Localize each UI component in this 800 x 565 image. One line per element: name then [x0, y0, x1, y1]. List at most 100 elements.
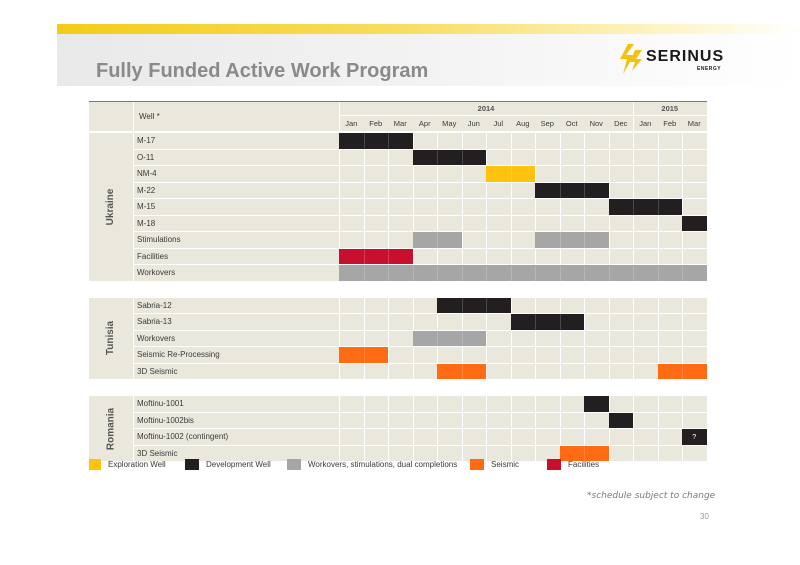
grid-line — [461, 396, 463, 412]
grid-line — [412, 297, 414, 313]
grid-line — [363, 445, 365, 461]
grid-line — [339, 363, 340, 379]
grid-line — [363, 429, 365, 445]
bar-month-divider — [633, 265, 634, 281]
country-label-tunisia: Tunisia — [105, 321, 116, 356]
grid-line — [682, 445, 683, 461]
grid-line — [608, 363, 610, 379]
grid-line — [486, 314, 487, 330]
country-cell — [89, 396, 133, 461]
bar-month-divider — [363, 347, 365, 363]
grid-line — [363, 199, 365, 215]
grid-line — [486, 149, 487, 165]
grid-line — [633, 330, 634, 346]
logo-wordmark: SERINUS — [646, 48, 725, 65]
grid-line — [559, 396, 561, 412]
grid-line — [339, 429, 340, 445]
table-row — [134, 199, 707, 215]
bar-month-divider — [461, 330, 463, 346]
bar-month-divider — [461, 265, 463, 281]
bar-month-divider — [657, 265, 659, 281]
grid-line — [608, 330, 610, 346]
grid-line — [510, 330, 512, 346]
grid-line — [633, 314, 634, 330]
grid-line — [584, 330, 585, 346]
grid-line — [682, 133, 683, 149]
legend-label: Exploration Well — [108, 460, 166, 469]
grid-line — [461, 445, 463, 461]
grid-line — [559, 363, 561, 379]
grid-line — [682, 396, 683, 412]
grid-line — [633, 133, 634, 149]
grid-line — [608, 215, 610, 231]
gantt-bar-development — [608, 412, 633, 428]
grid-line — [486, 363, 487, 379]
grid-line — [412, 445, 414, 461]
grid-line — [706, 182, 708, 198]
grid-line — [412, 396, 414, 412]
grid-line — [363, 232, 365, 248]
grid-line — [388, 215, 389, 231]
grid-line — [657, 330, 659, 346]
grid-line — [706, 133, 708, 149]
grid-line — [510, 363, 512, 379]
legend-label: Facilities — [568, 460, 600, 469]
grid-line — [437, 199, 438, 215]
grid-line — [559, 429, 561, 445]
grid-line — [486, 429, 487, 445]
grid-line — [657, 314, 659, 330]
table-row — [134, 429, 707, 445]
grid-line — [412, 248, 414, 264]
grid-line — [559, 215, 561, 231]
bar-month-divider — [461, 149, 463, 165]
grid-line — [486, 232, 487, 248]
grid-line — [584, 297, 585, 313]
grid-line — [706, 215, 708, 231]
grid-line — [535, 297, 536, 313]
grid-line — [633, 166, 634, 182]
bar-month-divider — [584, 265, 585, 281]
gantt-bar-facilities — [339, 248, 413, 264]
row-label: Moftinu-1002bis — [137, 415, 194, 425]
row-label: Moftinu-1002 (contingent) — [137, 432, 229, 441]
grid-line — [706, 149, 708, 165]
grid-line — [559, 297, 561, 313]
grid-line — [461, 429, 463, 445]
grid-line — [486, 330, 487, 346]
header-background — [134, 101, 707, 131]
grid-line — [437, 314, 438, 330]
bar-month-divider — [437, 232, 438, 248]
grid-line — [486, 182, 487, 198]
grid-line — [510, 347, 512, 363]
grid-line — [633, 396, 634, 412]
table-row — [134, 166, 707, 182]
grid-line — [339, 149, 340, 165]
gantt-bar-development — [608, 199, 682, 215]
bar-month-divider — [363, 248, 365, 264]
grid-line — [657, 182, 659, 198]
grid-line — [412, 133, 414, 149]
gantt-bar-development — [535, 182, 609, 198]
grid-line — [363, 215, 365, 231]
year-months-separator — [339, 115, 707, 116]
grid-line — [388, 412, 389, 428]
bar-month-divider — [559, 265, 561, 281]
grid-line — [437, 182, 438, 198]
grid-line — [706, 412, 708, 428]
grid-line — [510, 215, 512, 231]
grid-line — [363, 149, 365, 165]
grid-line — [584, 412, 585, 428]
grid-line — [388, 166, 389, 182]
grid-line — [535, 166, 536, 182]
grid-line — [584, 314, 585, 330]
gantt-bar-development — [510, 314, 584, 330]
grid-line — [682, 182, 683, 198]
month-label: Sep — [540, 119, 554, 128]
row-label: M-15 — [137, 202, 156, 211]
grid-line — [486, 248, 487, 264]
legend-swatch-seismic — [470, 459, 484, 470]
grid-line — [633, 429, 634, 445]
grid-line — [584, 215, 585, 231]
row-label: Sabria-12 — [137, 300, 172, 310]
gantt-bar-exploration — [486, 166, 535, 182]
